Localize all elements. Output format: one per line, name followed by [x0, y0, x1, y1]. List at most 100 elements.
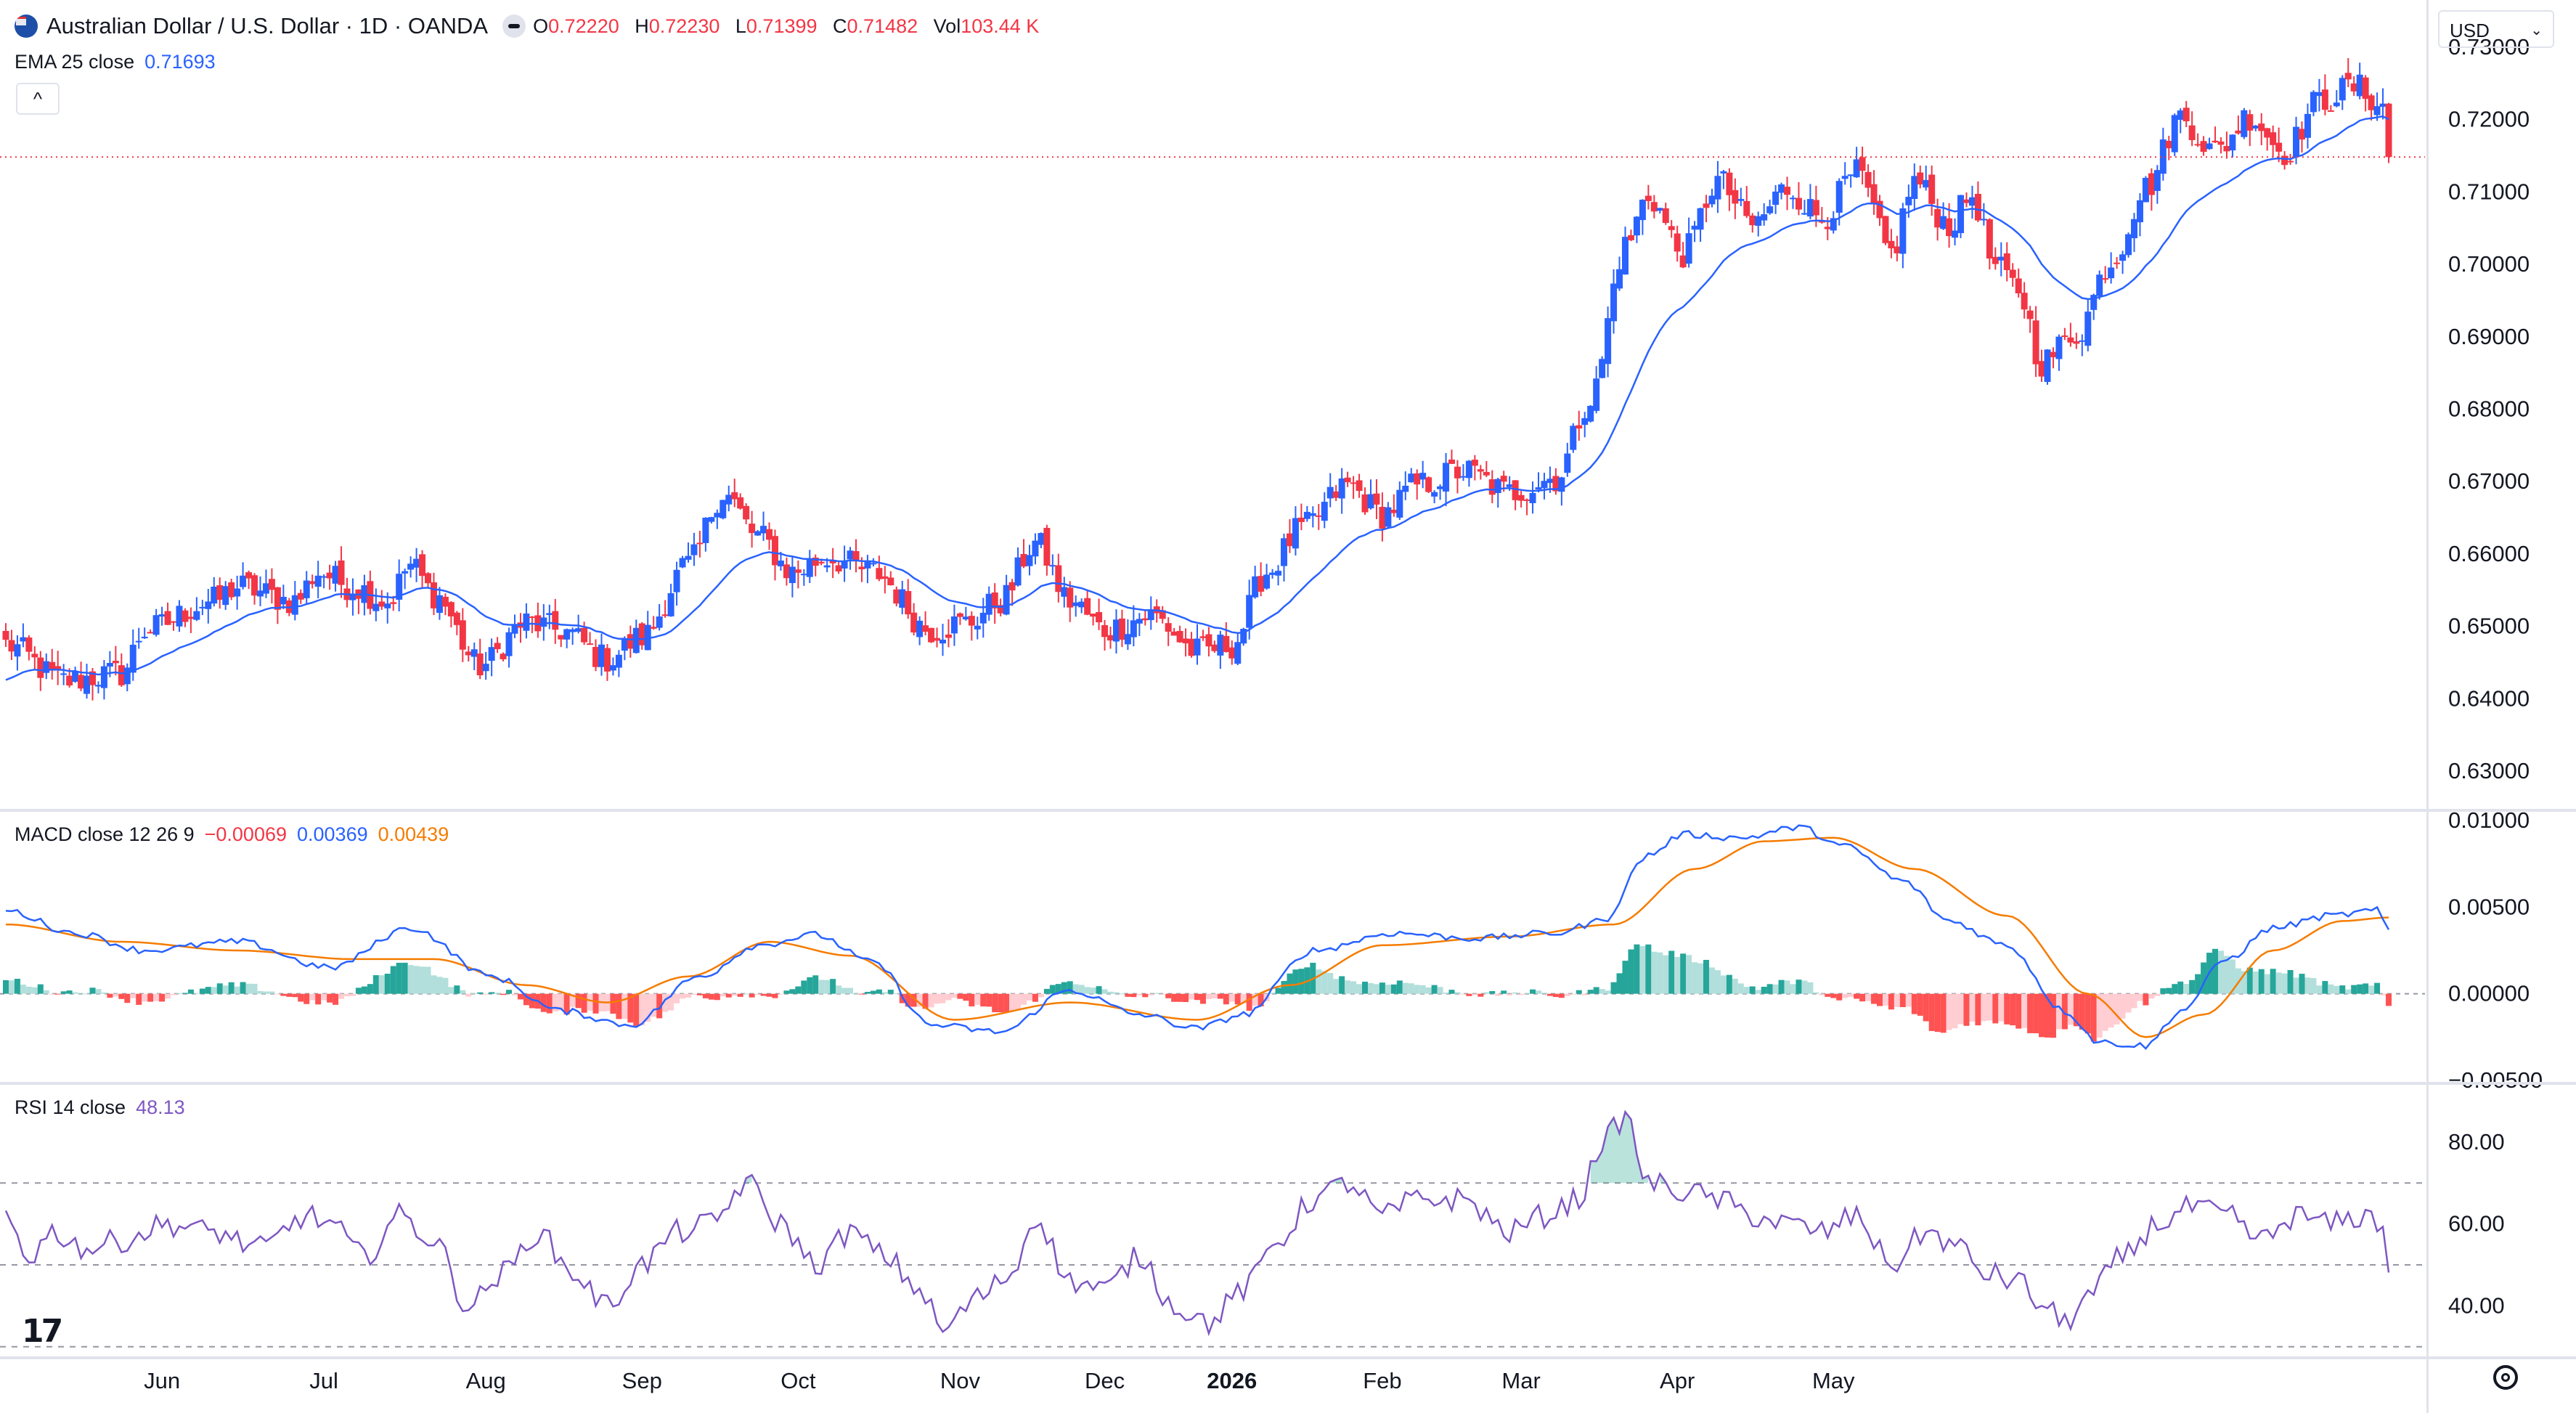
- chevron-down-icon: ⌄: [2530, 23, 2543, 38]
- rsi-legend[interactable]: RSI 14 close 48.13: [15, 1096, 185, 1119]
- candle-down: [2061, 335, 2068, 338]
- candle-up: [2339, 78, 2346, 101]
- macd-histogram-bar: [887, 990, 894, 994]
- macd-histogram-bar: [343, 993, 350, 997]
- candle-down: [390, 602, 397, 604]
- macd-histogram-bar: [333, 993, 339, 1005]
- macd-histogram-bar: [998, 993, 1004, 1013]
- candle-down: [8, 640, 15, 652]
- macd-axis-tick: 0.00500: [2448, 894, 2530, 919]
- price-axis-tick: 0.69000: [2448, 324, 2530, 349]
- pane-separator-macd[interactable]: [0, 809, 2576, 812]
- candle-up: [1755, 216, 1762, 226]
- candle-down: [587, 643, 594, 646]
- macd-histogram-bar: [1766, 984, 1773, 994]
- macd-histogram-bar: [1396, 980, 1403, 994]
- macd-histogram-bar: [2079, 993, 2085, 1030]
- candle-down: [2003, 253, 2010, 270]
- macd-histogram-bar: [113, 993, 119, 997]
- macd-histogram-bar: [778, 993, 784, 995]
- symbol-title[interactable]: Australian Dollar / U.S. Dollar · 1D · O…: [46, 13, 489, 38]
- macd-histogram-bar: [1437, 987, 1443, 994]
- macd-histogram-bar: [37, 984, 44, 994]
- candle-down: [182, 610, 189, 622]
- macd-histogram-bar: [841, 988, 848, 994]
- macd-histogram-bar: [454, 985, 460, 994]
- candle-up: [407, 563, 415, 570]
- macd-histogram-bar: [1530, 989, 1536, 994]
- candle-up: [1564, 453, 1571, 473]
- candle-up: [806, 559, 813, 577]
- pane-separator-rsi[interactable]: [0, 1082, 2576, 1085]
- candle-down: [1297, 517, 1305, 522]
- macd-histogram-bar: [1032, 993, 1038, 1002]
- candle-down: [2212, 140, 2219, 143]
- macd-histogram-bar: [870, 990, 876, 994]
- macd-histogram-bar: [1148, 993, 1154, 995]
- macd-histogram-bar: [361, 986, 367, 994]
- macd-histogram-bar: [1448, 990, 1455, 994]
- candle-up: [1049, 565, 1056, 567]
- candle-down: [500, 653, 507, 659]
- candle-down: [326, 572, 333, 579]
- candle-up: [667, 593, 674, 616]
- candle-down: [1882, 216, 1889, 243]
- more-options-icon[interactable]: [502, 15, 526, 38]
- macd-histogram-bar: [349, 993, 356, 996]
- price-axis-tick: 0.64000: [2448, 685, 2530, 711]
- macd-histogram-bar: [2246, 967, 2253, 994]
- macd-histogram-bar: [1796, 980, 1802, 994]
- candle-down: [737, 497, 744, 509]
- macd-histogram-bar: [2189, 980, 2196, 994]
- macd-histogram-bar: [2201, 962, 2207, 994]
- macd-histogram-bar: [2363, 983, 2369, 994]
- macd-histogram-bar: [1940, 993, 1947, 1033]
- macd-histogram-bar: [89, 988, 96, 994]
- macd-histogram-bar: [1807, 982, 1814, 994]
- candle-down: [1090, 614, 1097, 617]
- candle-up: [1309, 513, 1316, 516]
- macd-histogram-bar: [506, 990, 513, 994]
- time-axis-tick: Nov: [940, 1368, 981, 1393]
- macd-signal-line: [5, 836, 2389, 1038]
- macd-histogram-bar: [934, 993, 940, 1004]
- macd-histogram-bar: [1934, 993, 1941, 1033]
- macd-histogram-bar: [540, 993, 547, 1012]
- macd-histogram-bar: [1743, 987, 1750, 994]
- macd-histogram-bar: [1287, 973, 1293, 994]
- macd-histogram-bar: [690, 993, 697, 995]
- macd-histogram-bar: [3, 980, 9, 994]
- macd-histogram-bar: [2374, 982, 2381, 994]
- macd-histogram-bar: [1732, 978, 1738, 994]
- macd-histogram-bar: [696, 993, 703, 995]
- candle-up: [2130, 219, 2137, 239]
- candle-up: [1605, 318, 1612, 365]
- candle-up: [1790, 198, 1796, 200]
- macd-histogram-bar: [610, 993, 616, 1014]
- candle-up: [240, 575, 247, 587]
- macd-histogram-bar: [731, 993, 738, 996]
- candle-up: [823, 565, 831, 568]
- currency-select[interactable]: USD ⌄: [2438, 10, 2554, 48]
- candle-up: [2177, 110, 2184, 121]
- macd-histogram-bar: [1928, 993, 1935, 1031]
- tradingview-logo[interactable]: 17: [22, 1313, 63, 1350]
- collapse-legend-button[interactable]: ^: [16, 83, 60, 115]
- candle-up: [1847, 174, 1854, 176]
- candle-up: [1408, 473, 1415, 483]
- macd-histogram-bar: [1454, 992, 1461, 994]
- macd-histogram-bar: [592, 993, 599, 1014]
- macd-histogram-bar: [153, 993, 160, 1001]
- candle-up: [222, 586, 229, 606]
- macd-histogram-bar: [402, 962, 408, 994]
- macd-histogram-bar: [1986, 993, 1993, 1021]
- macd-histogram-bar: [1992, 993, 1999, 1024]
- settings-gear-icon[interactable]: [2493, 1365, 2518, 1390]
- ema-legend[interactable]: EMA 25 close 0.71693: [15, 51, 216, 73]
- candle-up: [1616, 269, 1623, 289]
- macd-histogram-bar: [1784, 980, 1790, 994]
- macd-histogram-bar: [2183, 984, 2190, 994]
- macd-legend[interactable]: MACD close 12 26 9 −0.00069 0.00369 0.00…: [15, 823, 449, 846]
